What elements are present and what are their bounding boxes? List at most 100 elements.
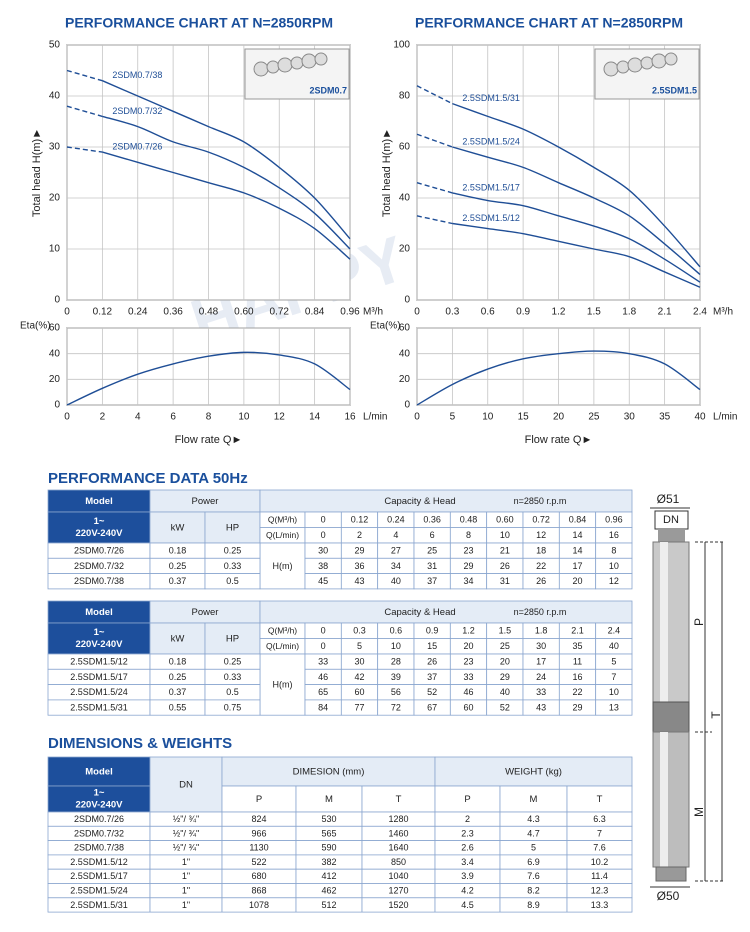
y-tick-label: 30 <box>49 142 61 153</box>
cell-text: 60 <box>354 687 364 697</box>
cell-text: 35 <box>572 641 582 651</box>
cell-text: 8 <box>466 530 471 540</box>
y-tick-label: 0 <box>54 295 60 306</box>
series-line-dashed <box>416 133 453 148</box>
cell-text: 590 <box>321 843 336 853</box>
cell-text: 30 <box>318 546 328 556</box>
cell-text: 7.6 <box>527 871 540 881</box>
cell-text: 2.4 <box>608 626 621 636</box>
cell-text: 34 <box>391 561 401 571</box>
series-line-dashed <box>66 105 103 118</box>
cell-text: 850 <box>391 857 406 867</box>
x-tick-label: 40 <box>694 412 706 423</box>
cell-text: 1" <box>182 857 190 867</box>
cell-text: 15 <box>427 641 437 651</box>
x-tick-label: 8 <box>206 412 212 423</box>
pump-part <box>658 530 685 542</box>
y-axis-label: Eta(%) <box>370 321 401 332</box>
cell-text: 43 <box>536 702 546 712</box>
header-text: T <box>597 794 603 805</box>
x-unit: M³/h <box>713 307 733 318</box>
header-text: Capacity & Head <box>384 496 455 507</box>
y-tick-label: 80 <box>399 91 411 102</box>
cell-text: 1520 <box>388 900 408 910</box>
cell-text: 0.5 <box>226 576 239 586</box>
cell-text: 30 <box>536 641 546 651</box>
header-text: kW <box>171 523 185 534</box>
inset-part <box>253 61 269 77</box>
cell-text: 0 <box>321 626 326 636</box>
header-text: M <box>325 794 333 805</box>
cell-text: 1.2 <box>462 626 475 636</box>
inset-part <box>301 53 317 69</box>
header-text: DIMESION (mm) <box>293 767 365 778</box>
inset-part <box>314 52 328 66</box>
dn-box <box>654 510 689 530</box>
header-text: Model <box>85 767 112 778</box>
series-line-dashed <box>416 182 453 194</box>
series-label: 2SDM0.7/32 <box>112 106 162 116</box>
dimension-label: Ø50 <box>657 889 680 903</box>
cell-text: 1078 <box>249 900 269 910</box>
y-tick-label: 20 <box>49 193 61 204</box>
table-cell <box>204 511 261 544</box>
cell-text: 16 <box>609 530 619 540</box>
cell-text: 7.6 <box>593 843 606 853</box>
cell-text: 0.6 <box>390 626 403 636</box>
y-tick-label: 0 <box>404 295 410 306</box>
cell-text: 8 <box>611 546 616 556</box>
series-line <box>66 351 351 406</box>
cell-text: 2 <box>465 814 470 824</box>
cell-text: 2.5SDM1.5/31 <box>70 702 128 712</box>
y-tick-label: 60 <box>399 142 411 153</box>
y-tick-label: 100 <box>393 40 410 51</box>
cell-text: 56 <box>391 687 401 697</box>
y-tick-label: 60 <box>399 323 411 334</box>
table-cell <box>361 785 436 813</box>
x-tick-label: 0.84 <box>305 307 325 318</box>
x-axis-label: Flow rate Q► <box>175 434 243 446</box>
x-tick-label: 0 <box>414 412 420 423</box>
table-cell <box>295 785 363 813</box>
cell-text: Q(L/min) <box>266 641 299 651</box>
table-cell <box>259 542 306 590</box>
cell-text: 10 <box>500 530 510 540</box>
series-line <box>416 350 701 406</box>
cell-text: 1" <box>182 871 190 881</box>
cell-text: ½"/ ¾" <box>173 814 199 824</box>
cell-text: 0 <box>321 530 326 540</box>
x-tick-label: 14 <box>309 412 321 423</box>
cell-text: 0.24 <box>387 515 405 525</box>
cell-text: 16 <box>572 672 582 682</box>
inset-part <box>290 56 304 70</box>
cell-text: 2.5SDM1.5/24 <box>70 687 128 697</box>
cell-text: 20 <box>500 657 510 667</box>
cell-text: 25 <box>500 641 510 651</box>
cell-text: 38 <box>318 561 328 571</box>
series-line <box>452 146 701 276</box>
x-tick-label: 20 <box>553 412 565 423</box>
cell-text: 29 <box>500 672 510 682</box>
series-label: 2.5SDM1.5/24 <box>462 136 520 146</box>
cell-text: 46 <box>463 687 473 697</box>
y-tick-label: 20 <box>399 374 411 385</box>
cell-text: 1" <box>182 900 190 910</box>
header-text: P <box>256 794 262 805</box>
header-text: DN <box>179 780 193 791</box>
cell-text: 1.5 <box>499 626 512 636</box>
cell-text: 34 <box>463 576 473 586</box>
cell-text: 2.5SDM1.5/12 <box>70 657 128 667</box>
cell-text: 60 <box>463 702 473 712</box>
cell-text: 84 <box>318 702 328 712</box>
table-cell <box>221 756 436 787</box>
cell-text: 0.25 <box>224 546 242 556</box>
cell-text: 36 <box>354 561 364 571</box>
series-label: 2.5SDM1.5/17 <box>462 182 520 192</box>
cell-text: 2.5SDM1.5/24 <box>70 886 128 896</box>
cell-text: 2SDM0.7/38 <box>74 576 124 586</box>
series-label: 2SDM0.7/38 <box>112 70 162 80</box>
cell-text: 7 <box>611 672 616 682</box>
cell-text: 512 <box>321 900 336 910</box>
inset-part <box>627 57 643 73</box>
cell-text: 680 <box>251 871 266 881</box>
